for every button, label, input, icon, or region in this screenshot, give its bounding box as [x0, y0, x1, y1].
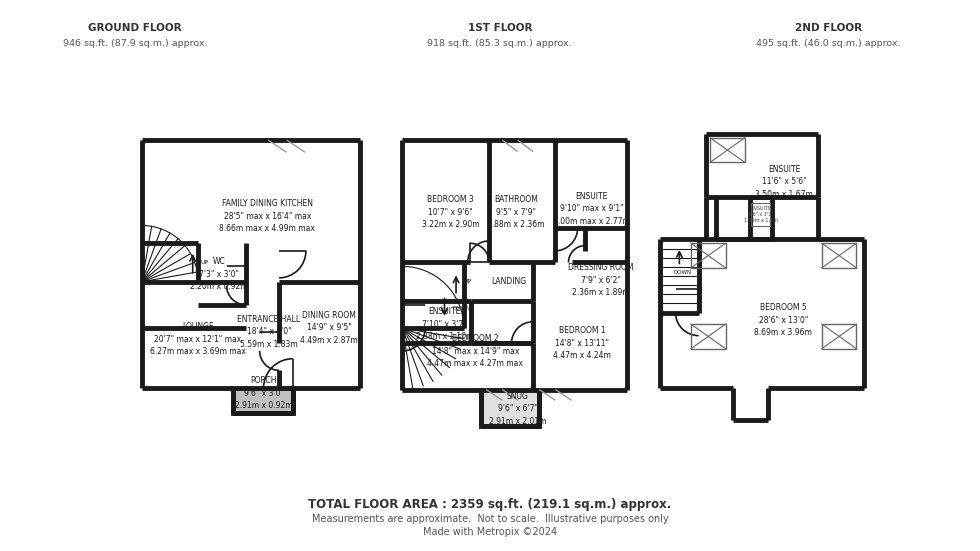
Text: DOWN: DOWN [452, 306, 470, 311]
Text: 918 sq.ft. (85.3 sq.m.) approx.: 918 sq.ft. (85.3 sq.m.) approx. [427, 39, 572, 47]
Text: 2ND FLOOR: 2ND FLOOR [795, 23, 861, 33]
Text: DOWN: DOWN [673, 270, 691, 275]
Text: DRESSING ROOM
7'9" x 6'2"
2.36m x 1.89m: DRESSING ROOM 7'9" x 6'2" 2.36m x 1.89m [568, 263, 633, 297]
Text: Made with Metropix ©2024: Made with Metropix ©2024 [423, 527, 557, 537]
Text: GROUND FLOOR: GROUND FLOOR [88, 23, 182, 33]
Text: LOUNGE
20'7" max x 12'1" max
6.27m max x 3.69m max: LOUNGE 20'7" max x 12'1" max 6.27m max x… [150, 322, 246, 356]
Text: BEDROOM 5
28'6" x 13'0"
8.69m x 3.96m: BEDROOM 5 28'6" x 13'0" 8.69m x 3.96m [755, 303, 812, 337]
Text: FAMILY DINING KITCHEN
28'5" max x 16'4" max
8.66m max x 4.99m max: FAMILY DINING KITCHEN 28'5" max x 16'4" … [220, 199, 316, 233]
Text: WC
7'3" x 3'0"
2.20m x 0.92m: WC 7'3" x 3'0" 2.20m x 0.92m [190, 257, 248, 291]
Bar [691, 324, 725, 349]
Text: ENSUITE
6'6" x 3'7"
1.99m x 1.1m: ENSUITE 6'6" x 3'7" 1.99m x 1.1m [744, 207, 778, 223]
Text: BEDROOM 2
14'8" max x 14'9" max
4.47m max x 4.27m max: BEDROOM 2 14'8" max x 14'9" max 4.47m ma… [427, 334, 523, 368]
Bar [822, 324, 857, 349]
Bar [710, 138, 745, 163]
Text: SNUG
9'6" x 6'7"
2.91m x 2.01m: SNUG 9'6" x 6'7" 2.91m x 2.01m [489, 392, 547, 426]
Text: TOTAL FLOOR AREA : 2359 sq.ft. (219.1 sq.m.) approx.: TOTAL FLOOR AREA : 2359 sq.ft. (219.1 sq… [309, 498, 671, 511]
Text: BEDROOM 1
14'8" x 13'11"
4.47m x 4.24m: BEDROOM 1 14'8" x 13'11" 4.47m x 4.24m [554, 326, 612, 360]
Text: ENSUITE
7'10" x 3'7"
2.38m x 1.10m: ENSUITE 7'10" x 3'7" 2.38m x 1.10m [416, 307, 473, 341]
Text: BATHROOM
9'5" x 7'9"
2.88m x 2.36m: BATHROOM 9'5" x 7'9" 2.88m x 2.36m [487, 196, 545, 229]
Text: UP: UP [464, 279, 472, 284]
Bar [233, 388, 293, 413]
Text: PORCH
9'6" x 3'0"
2.91m x 0.92m: PORCH 9'6" x 3'0" 2.91m x 0.92m [235, 376, 292, 410]
Bar [751, 203, 770, 226]
Text: 495 sq.ft. (46.0 sq.m.) approx.: 495 sq.ft. (46.0 sq.m.) approx. [756, 39, 901, 47]
Bar [480, 390, 539, 426]
Text: ENSUITE
9'10" max x 9'1"
3.00m max x 2.77m: ENSUITE 9'10" max x 9'1" 3.00m max x 2.7… [553, 192, 630, 225]
Bar [691, 243, 725, 268]
Text: ENTRANCE HALL
18'4" x 6'0"
5.59m x 1.83m: ENTRANCE HALL 18'4" x 6'0" 5.59m x 1.83m [237, 315, 301, 349]
Text: DINING ROOM
14'9" x 9'5"
4.49m x 2.87m: DINING ROOM 14'9" x 9'5" 4.49m x 2.87m [300, 311, 358, 345]
Text: 1ST FLOOR: 1ST FLOOR [467, 23, 532, 33]
Bar [822, 243, 857, 268]
Text: BEDROOM 3
10'7" x 9'6"
3.22m x 2.90m: BEDROOM 3 10'7" x 9'6" 3.22m x 2.90m [421, 196, 479, 229]
Text: ENSUITE
11'6" x 5'6"
3.50m x 1.67m: ENSUITE 11'6" x 5'6" 3.50m x 1.67m [756, 165, 813, 198]
Text: UP: UP [200, 260, 209, 265]
Text: 946 sq.ft. (87.9 sq.m.) approx.: 946 sq.ft. (87.9 sq.m.) approx. [63, 39, 208, 47]
Text: Measurements are approximate.  Not to scale.  Illustrative purposes only: Measurements are approximate. Not to sca… [312, 514, 668, 524]
Text: LANDING: LANDING [491, 277, 526, 286]
